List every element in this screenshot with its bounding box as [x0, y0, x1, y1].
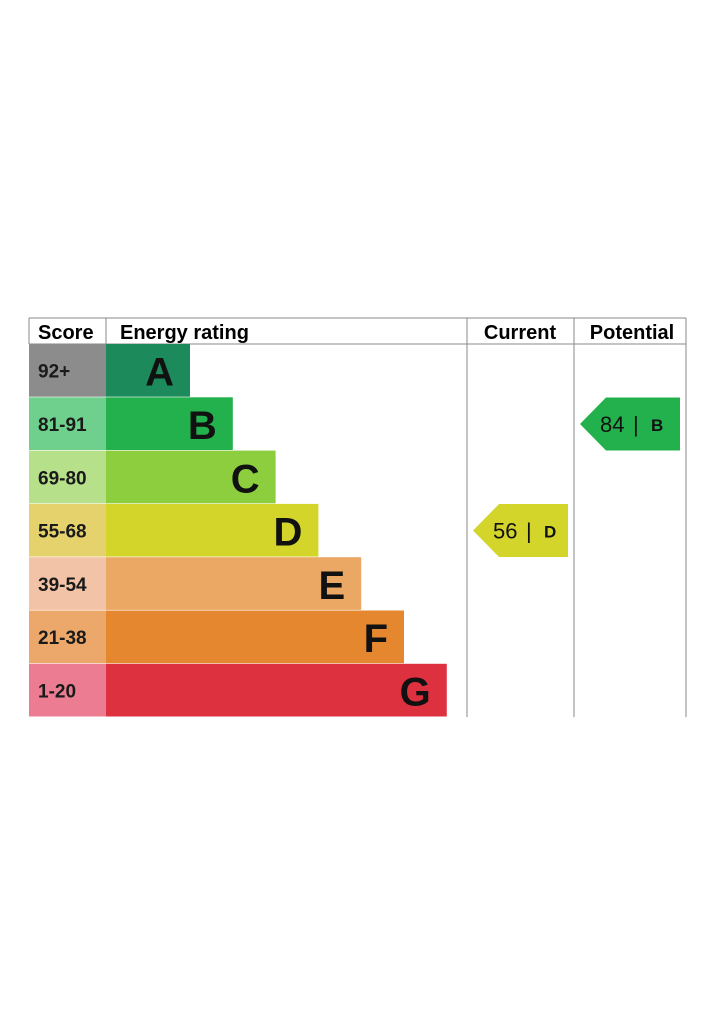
- band-letter-f: F: [364, 617, 388, 661]
- potential-arrow-letter: B: [651, 416, 663, 435]
- band-bar-f: [106, 610, 404, 664]
- score-cell-d: [29, 503, 106, 557]
- potential-arrow-value: 84: [600, 412, 624, 437]
- band-letter-c: C: [231, 457, 260, 501]
- band-letter-a: A: [145, 351, 174, 395]
- band-bar-b: [106, 397, 233, 450]
- band-bar-d: [106, 503, 319, 557]
- rating-arrows: 56 | D 84 | B: [473, 397, 680, 558]
- current-arrow: [473, 504, 568, 558]
- current-arrow-letter: D: [544, 523, 556, 542]
- header-current: Current: [484, 322, 557, 344]
- band-bar-c: [106, 450, 276, 504]
- score-label-a: 92+: [38, 362, 70, 383]
- band-bar-a: [106, 344, 190, 397]
- current-arrow-separator: |: [526, 519, 532, 544]
- header-energy-rating: Energy rating: [120, 322, 249, 344]
- band-bar-g: [106, 663, 447, 717]
- score-cell-f: [29, 610, 106, 664]
- score-label-b: 81-91: [38, 415, 87, 436]
- score-cell-g: [29, 663, 106, 717]
- band-letter-g: G: [400, 670, 431, 714]
- potential-arrow: [580, 397, 680, 451]
- header-score: Score: [38, 322, 94, 344]
- band-letter-b: B: [188, 404, 217, 448]
- score-label-c: 69-80: [38, 468, 87, 489]
- score-cell-a: [29, 344, 106, 397]
- score-label-g: 1-20: [38, 681, 76, 702]
- rating-bands: 92+ A 81-91 B 69-80 C 55-68 D 39-54 E 21-38 F 1-20 G: [29, 344, 447, 717]
- band-bar-e: [106, 557, 362, 610]
- potential-arrow-separator: |: [633, 412, 639, 437]
- score-cell-e: [29, 557, 106, 610]
- score-label-e: 39-54: [38, 575, 87, 596]
- header-potential: Potential: [590, 322, 674, 344]
- band-letter-d: D: [274, 511, 303, 555]
- band-letter-e: E: [319, 564, 346, 608]
- score-cell-c: [29, 450, 106, 504]
- score-label-f: 21-38: [38, 628, 87, 649]
- score-cell-b: [29, 397, 106, 450]
- score-label-d: 55-68: [38, 522, 87, 543]
- current-arrow-value: 56: [493, 519, 517, 544]
- chart-headers: Score Energy rating Current Potential: [38, 322, 674, 344]
